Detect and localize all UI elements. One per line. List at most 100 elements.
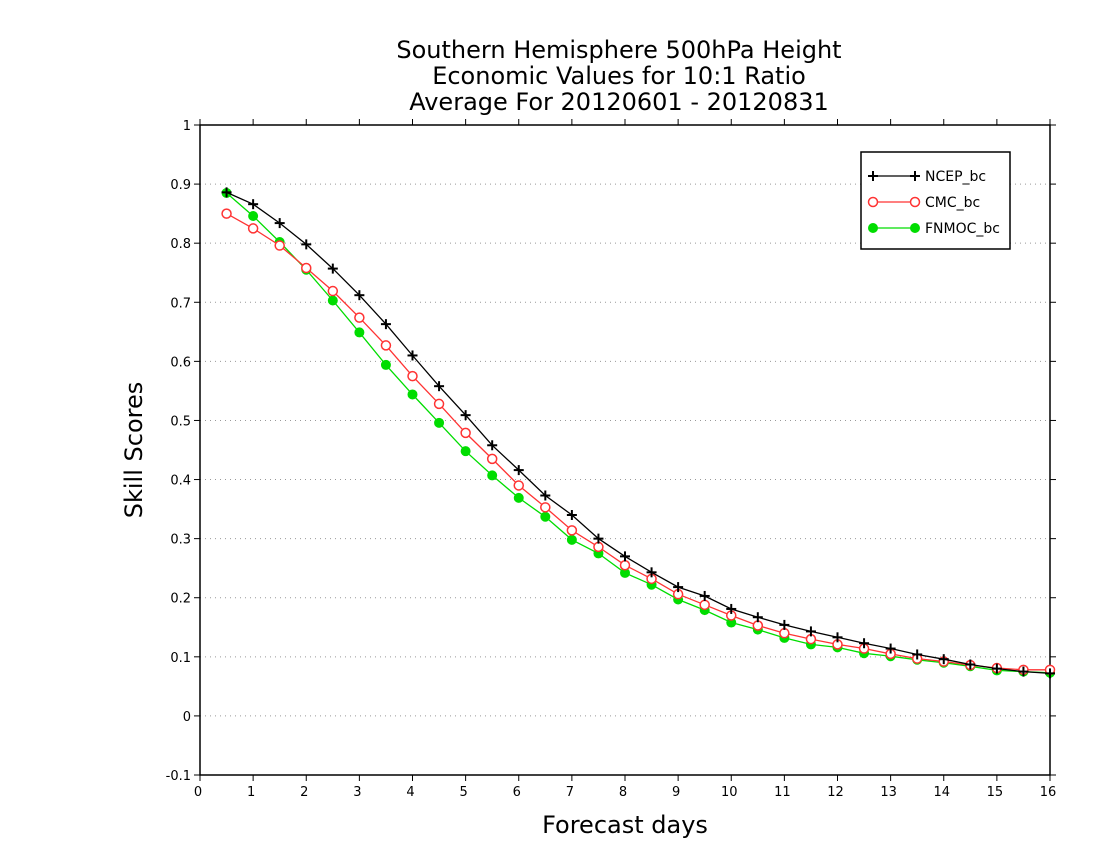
data-point-cmc-bc	[247, 223, 259, 234]
data-point-cmc-bc	[274, 240, 285, 251]
data-point-fnmoc-bc	[380, 359, 391, 370]
y-axis-title: Skill Scores	[120, 382, 148, 519]
data-point-fnmoc-bc	[407, 389, 418, 400]
data-point-ncep-bc	[593, 533, 604, 544]
data-point-ncep-bc	[221, 187, 232, 198]
legend-marker	[868, 223, 878, 233]
chart-title-line-3: Average For 20120601 - 20120831	[409, 88, 829, 116]
data-point-ncep-bc	[1018, 666, 1029, 677]
data-point-ncep-bc	[1045, 668, 1055, 679]
legend-marker	[868, 171, 878, 181]
legend-marker	[910, 171, 920, 181]
legend-label: CMC_bc	[925, 195, 980, 211]
y-axis-ticks: -0.1 0 0.1 0.2 0.3 0.4 0.5 0.6 0.7 0.8 0.9 1	[166, 119, 1056, 784]
legend: NCEP_bc CMC_bc FNMOC_bc	[860, 151, 1011, 250]
x-tick-label: 16	[1040, 785, 1057, 800]
y-tick-label: 0.9	[170, 178, 191, 193]
data-point-fnmoc-bc	[434, 417, 445, 428]
legend-item-fnmoc-bc: FNMOC_bc	[868, 221, 1000, 237]
series-fnmoc-bc	[221, 187, 1055, 678]
x-tick-label: 8	[619, 785, 627, 800]
data-point-ncep-bc	[885, 643, 896, 654]
data-point-ncep-bc	[487, 440, 498, 451]
data-point-cmc-bc	[752, 620, 764, 631]
data-point-cmc-bc	[779, 627, 790, 639]
x-axis-ticks: 0 1 2 3 4 5 6 7 8 9 10 11 12 13 14 15 16	[194, 119, 1056, 800]
x-tick-label: 12	[827, 785, 844, 800]
series-line-ncep-bc	[226, 191, 1051, 675]
legend-marker	[909, 196, 921, 208]
data-point-cmc-bc	[486, 453, 498, 465]
data-point-cmc-bc	[301, 262, 312, 274]
data-point-ncep-bc	[991, 663, 1002, 674]
data-point-cmc-bc	[513, 480, 524, 491]
data-point-fnmoc-bc	[487, 470, 498, 481]
data-point-fnmoc-bc	[566, 534, 577, 545]
data-point-fnmoc-bc	[540, 511, 551, 522]
data-point-ncep-bc	[832, 632, 843, 643]
chart-title: Southern Hemisphere 500hPa Height Econom…	[396, 36, 841, 116]
data-point-cmc-bc	[699, 599, 710, 611]
data-point-ncep-bc	[699, 590, 710, 601]
data-point-cmc-bc	[619, 559, 631, 571]
y-tick-label: 0.3	[170, 533, 191, 548]
data-point-cmc-bc	[327, 285, 339, 297]
data-point-cmc-bc	[354, 312, 365, 323]
x-tick-label: 2	[300, 785, 308, 800]
data-point-ncep-bc	[513, 465, 524, 476]
data-point-fnmoc-bc	[354, 327, 365, 338]
data-point-ncep-bc	[301, 239, 312, 250]
data-point-ncep-bc	[646, 567, 657, 578]
x-tick-label: 1	[247, 785, 255, 800]
data-point-ncep-bc	[327, 263, 338, 274]
legend-label: FNMOC_bc	[925, 221, 1000, 237]
data-point-ncep-bc	[354, 290, 365, 301]
legend-item-cmc-bc: CMC_bc	[867, 195, 980, 211]
series-cmc-bc	[221, 208, 1056, 676]
data-point-ncep-bc	[779, 619, 790, 630]
legend-marker	[867, 196, 879, 208]
data-point-ncep-bc	[938, 654, 949, 665]
y-tick-label: 1	[183, 119, 191, 134]
data-point-fnmoc-bc	[460, 446, 471, 457]
x-tick-label: 5	[459, 785, 467, 800]
grid-lines	[200, 183, 1050, 717]
data-point-ncep-bc	[726, 603, 737, 614]
data-point-ncep-bc	[407, 350, 418, 361]
y-tick-label: 0.5	[170, 414, 191, 429]
data-point-ncep-bc	[805, 626, 816, 637]
x-tick-label: 13	[880, 785, 897, 800]
x-tick-label: 14	[933, 785, 950, 800]
data-point-ncep-bc	[460, 410, 471, 421]
data-point-ncep-bc	[566, 510, 577, 520]
data-point-ncep-bc	[752, 612, 763, 623]
data-point-fnmoc-bc	[327, 295, 338, 306]
y-tick-label: -0.1	[166, 769, 191, 784]
x-tick-label: 4	[406, 785, 414, 800]
y-tick-label: 0.4	[170, 474, 191, 489]
x-tick-label: 15	[987, 785, 1004, 800]
y-tick-label: 0.7	[170, 296, 191, 311]
data-point-ncep-bc	[274, 218, 285, 229]
data-point-ncep-bc	[540, 490, 551, 501]
data-point-ncep-bc	[673, 582, 684, 593]
data-point-ncep-bc	[620, 551, 630, 562]
legend-label: NCEP_bc	[925, 169, 986, 185]
data-point-ncep-bc	[912, 649, 923, 660]
data-point-ncep-bc	[965, 659, 976, 670]
series-line-fnmoc-bc	[226, 192, 1051, 674]
y-tick-label: 0.6	[170, 355, 191, 370]
data-point-cmc-bc	[433, 398, 445, 410]
data-point-ncep-bc	[248, 199, 259, 210]
data-point-cmc-bc	[540, 502, 551, 513]
data-point-ncep-bc	[859, 638, 870, 649]
x-tick-label: 0	[194, 785, 202, 800]
x-tick-label: 10	[721, 785, 738, 800]
data-point-ncep-bc	[380, 319, 391, 330]
y-tick-label: 0.1	[170, 651, 191, 666]
x-tick-label: 11	[774, 785, 791, 800]
legend-marker	[910, 223, 920, 233]
series-lines	[221, 187, 1056, 679]
